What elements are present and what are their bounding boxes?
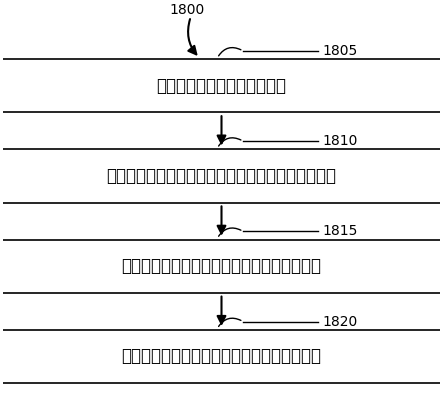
Text: 基于所述细化信号，获得一细化运动预测信号: 基于所述细化信号，获得一细化运动预测信号 (121, 348, 322, 365)
FancyBboxPatch shape (0, 239, 443, 293)
Text: 1810: 1810 (322, 134, 358, 148)
FancyBboxPatch shape (0, 59, 443, 113)
Text: 基于空间梯度或运动向量差值，获得细化信号: 基于空间梯度或运动向量差值，获得细化信号 (121, 257, 322, 275)
Text: 1805: 1805 (322, 44, 358, 58)
FancyBboxPatch shape (0, 330, 443, 383)
FancyBboxPatch shape (0, 149, 443, 203)
Text: 1815: 1815 (322, 225, 358, 239)
Text: 获得基于子块的运动预测信号: 获得基于子块的运动预测信号 (156, 77, 287, 95)
Text: 1800: 1800 (169, 3, 204, 17)
Text: 1820: 1820 (322, 315, 358, 329)
Text: 获得一个或多个空间梯度或一个或多个运动向量差值: 获得一个或多个空间梯度或一个或多个运动向量差值 (106, 167, 337, 185)
